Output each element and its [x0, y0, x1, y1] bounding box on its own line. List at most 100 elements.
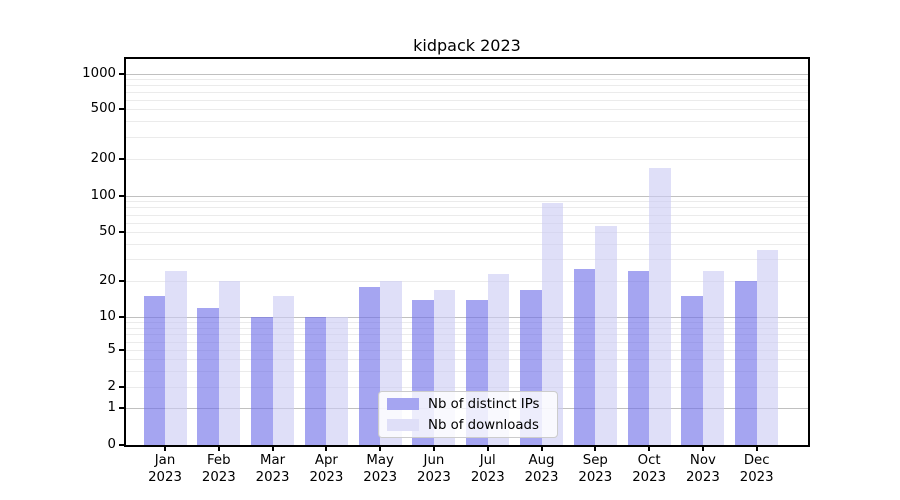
bar-downloads-aug-2023 — [541, 203, 564, 445]
x-tick-mark — [379, 445, 382, 451]
x-tick-mark — [648, 445, 651, 451]
x-tick-mark — [325, 445, 328, 451]
bar-downloads-nov-2023 — [702, 271, 725, 445]
bar-downloads-sep-2023 — [595, 226, 617, 445]
x-label-month: Dec — [743, 453, 770, 468]
x-tick-mark — [540, 445, 543, 451]
gridline-minor — [126, 100, 808, 101]
x-label-year: 2023 — [148, 470, 182, 485]
x-label-month: Nov — [689, 453, 716, 468]
x-tick-label: Jan 2023 — [135, 452, 195, 486]
gridline-minor — [126, 159, 808, 160]
bar-ips-sep-2023 — [573, 269, 596, 445]
chart-title: kidpack 2023 — [413, 36, 521, 55]
x-label-year: 2023 — [578, 470, 613, 485]
x-tick-mark — [594, 445, 597, 451]
x-tick-mark — [164, 445, 166, 451]
y-tick-mark — [119, 158, 125, 160]
bar-downloads-oct-2023 — [649, 167, 671, 445]
y-tick-mark — [119, 349, 125, 352]
y-tick-label: 20 — [99, 273, 116, 288]
gridline-minor — [126, 207, 808, 209]
plot-area — [124, 57, 810, 447]
bar-ips-apr-2023 — [304, 317, 327, 445]
legend-item-distinct-ips: Nb of distinct IPs — [379, 396, 557, 413]
gridline-minor — [126, 222, 808, 224]
x-tick-mark — [701, 445, 704, 451]
legend-item-downloads: Nb of downloads — [379, 417, 557, 434]
x-tick-label: Apr 2023 — [296, 452, 356, 486]
x-tick-label: Jun 2023 — [404, 452, 464, 486]
bar-downloads-dec-2023 — [756, 249, 779, 445]
bar-ips-oct-2023 — [627, 271, 650, 445]
x-label-year: 2023 — [470, 470, 505, 485]
gridline-minor — [126, 214, 808, 216]
bar-ips-mar-2023 — [251, 317, 273, 445]
x-label-month: Jun — [423, 453, 445, 468]
y-tick-label: 1 — [107, 399, 116, 415]
legend: Nb of distinct IPs Nb of downloads — [378, 391, 558, 438]
y-tick-mark — [119, 73, 125, 75]
y-tick-mark — [119, 386, 125, 389]
x-tick-label: May 2023 — [350, 452, 410, 486]
x-label-month: Oct — [637, 453, 661, 468]
gridline-minor — [126, 79, 808, 81]
gridline-minor — [126, 85, 808, 87]
y-tick-mark — [119, 108, 125, 111]
y-tick-label: 10 — [99, 309, 116, 325]
bar-ips-dec-2023 — [735, 281, 757, 445]
y-tick-label: 5 — [107, 342, 116, 358]
legend-swatch-distinct-ips — [387, 398, 419, 410]
x-tick-label: Dec 2023 — [727, 452, 787, 486]
x-label-month: Mar — [260, 453, 286, 468]
x-tick-label: Aug 2023 — [512, 452, 572, 486]
x-label-month: Jul — [479, 453, 496, 468]
y-tick-label: 100 — [90, 187, 116, 203]
gridline-minor — [126, 232, 808, 234]
x-label-month: Sep — [582, 453, 608, 468]
x-tick-mark — [486, 445, 489, 451]
x-tick-label: Jul 2023 — [458, 452, 518, 486]
gridline-major — [126, 195, 808, 197]
gridline-minor — [126, 109, 808, 111]
x-label-year: 2023 — [255, 470, 290, 485]
bar-downloads-mar-2023 — [272, 296, 295, 445]
bar-downloads-apr-2023 — [326, 317, 348, 445]
y-tick-mark — [119, 280, 125, 282]
gridline-minor — [126, 137, 808, 138]
bar-ips-nov-2023 — [681, 296, 703, 445]
x-label-month: May — [366, 453, 394, 468]
y-tick-label: 50 — [99, 224, 116, 240]
bar-ips-feb-2023 — [197, 307, 219, 445]
y-tick-label: 200 — [90, 151, 116, 166]
x-tick-label: Mar 2023 — [243, 452, 303, 486]
gridline-minor — [126, 121, 808, 123]
bar-downloads-jan-2023 — [165, 271, 187, 445]
x-tick-mark — [755, 445, 758, 451]
y-tick-label: 500 — [90, 101, 116, 117]
bar-downloads-feb-2023 — [218, 281, 241, 445]
gridline-minor — [126, 259, 808, 261]
x-tick-label: Feb 2023 — [189, 452, 249, 486]
x-label-year: 2023 — [739, 470, 774, 485]
x-tick-label: Oct 2023 — [619, 452, 679, 486]
gridline-major — [126, 74, 808, 75]
y-tick-mark — [119, 316, 125, 319]
legend-label-downloads: Nb of downloads — [428, 417, 539, 433]
x-tick-mark — [217, 445, 220, 451]
x-label-month: Feb — [207, 453, 231, 468]
x-label-month: Apr — [314, 453, 338, 468]
gridline-minor — [126, 281, 808, 282]
y-tick-label: 2 — [107, 379, 116, 395]
bar-ips-jan-2023 — [143, 296, 165, 445]
y-tick-mark — [119, 406, 125, 409]
gridline-minor — [126, 244, 808, 246]
gridline-minor — [126, 92, 808, 94]
y-tick-mark — [119, 231, 125, 234]
x-label-year: 2023 — [363, 470, 398, 485]
x-label-month: Jan — [154, 453, 176, 468]
y-tick-label: 0 — [107, 437, 116, 452]
x-tick-mark — [271, 445, 274, 451]
x-label-month: Aug — [528, 453, 555, 468]
